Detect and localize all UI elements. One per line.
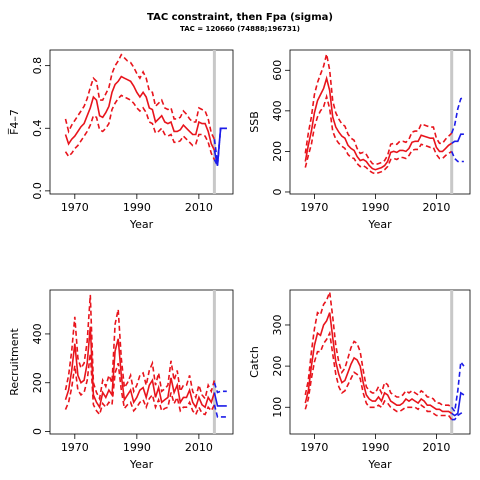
fbar-historic-lower-line: [64, 94, 216, 160]
recruitment-panel: 1970 1990 2010 0 200 400 Year Recruitment: [8, 289, 234, 471]
catch-historic-lower-line: [304, 330, 453, 421]
ssb-yaxis-label: SSB: [248, 111, 261, 133]
fbar-ytick-label: 0.4: [31, 120, 44, 138]
recruitment-xaxis-label: Year: [129, 458, 154, 471]
catch-xtick-label: 2010: [422, 441, 450, 454]
recruitment-xtick-label: 1990: [123, 441, 151, 454]
recruitment-ytick-label: 200: [31, 372, 44, 393]
ssb-historic-median-line: [304, 75, 453, 171]
recruitment-yaxis-label: Recruitment: [8, 328, 21, 396]
fbar-ytick-label: 0.8: [31, 57, 44, 75]
recruitment-forecast-median-line: [213, 392, 227, 407]
catch-ytick-label: 100: [271, 397, 284, 418]
fbar-historic-median-line: [64, 75, 216, 151]
ssb-historic-lower-line: [304, 93, 453, 175]
ssb-xtick-label: 2010: [422, 201, 450, 214]
catch-yaxis-label: Catch: [248, 346, 261, 378]
recruitment-historic-median-line: [64, 326, 216, 410]
catch-panel: 1970 1990 2010 100 200 300 Year Catch: [248, 289, 471, 471]
catch-xtick-label: 1990: [361, 441, 389, 454]
ssb-ytick-label: 200: [271, 141, 284, 162]
ssb-forecast-median-line: [451, 133, 464, 144]
ssb-xaxis-label: Year: [367, 218, 392, 231]
catch-xtick-label: 1970: [300, 441, 328, 454]
catch-historic-median-line: [304, 312, 453, 415]
recruitment-historic-upper-line: [64, 294, 216, 402]
fbar-historic-upper-line: [64, 53, 216, 140]
ssb-series-group: [304, 53, 465, 175]
fbar-plot-frame: [49, 49, 234, 195]
recruitment-plot-frame: [49, 289, 234, 435]
fbar-yaxis-label: F̅4–7: [8, 109, 21, 135]
ssb-plot-frame: [289, 49, 471, 195]
recruitment-xtick-label: 2010: [185, 441, 213, 454]
catch-historic-upper-line: [304, 291, 453, 408]
recruitment-forecast-upper-line: [213, 382, 227, 394]
fbar-xtick-label: 1990: [123, 201, 151, 214]
fbar-ytick-label: 0.0: [31, 182, 44, 200]
fbar-xtick-label: 2010: [185, 201, 213, 214]
fbar-series-group: [64, 53, 227, 169]
fbar-forecast-median-line: [213, 127, 227, 166]
catch-forecast-upper-line: [451, 359, 465, 414]
catch-xaxis-label: Year: [367, 458, 392, 471]
ssb-historic-upper-line: [304, 53, 453, 166]
catch-plot-frame: [289, 289, 471, 435]
recruitment-ytick-label: 400: [31, 323, 44, 344]
ssb-forecast-upper-line: [450, 96, 465, 134]
fbar-xaxis-label: Year: [129, 218, 154, 231]
fbar-panel: 1970 1990 2010 0.0 0.4 0.8 Year F̅4–7: [8, 49, 234, 231]
ssb-ytick-label: 400: [271, 100, 284, 121]
catch-series-group: [304, 291, 465, 421]
catch-ytick-label: 200: [271, 356, 284, 377]
ssb-ytick-label: 600: [271, 60, 284, 81]
fbar-xtick-label: 1970: [61, 201, 89, 214]
ssb-xtick-label: 1970: [300, 201, 328, 214]
ssb-ytick-label: 0: [271, 188, 284, 195]
recruitment-ytick-label: 0: [31, 428, 44, 435]
recruitment-xtick-label: 1970: [61, 441, 89, 454]
figure-title: TAC constraint, then Fpa (sigma): [147, 12, 333, 23]
catch-forecast-median-line: [451, 391, 465, 417]
ssb-forecast-lower-line: [450, 151, 464, 163]
recruitment-historic-lower-line: [64, 353, 216, 417]
ssb-xtick-label: 1990: [361, 201, 389, 214]
recruitment-series-group: [64, 294, 227, 418]
ssb-panel: 1970 1990 2010 0 200 400 600 Year SSB: [248, 49, 471, 231]
catch-ytick-label: 300: [271, 314, 284, 335]
figure-subtitle: TAC = 120660 (74888;196731): [180, 25, 300, 33]
recruitment-forecast-lower-line: [213, 404, 227, 418]
catch-forecast-lower-line: [451, 410, 465, 421]
